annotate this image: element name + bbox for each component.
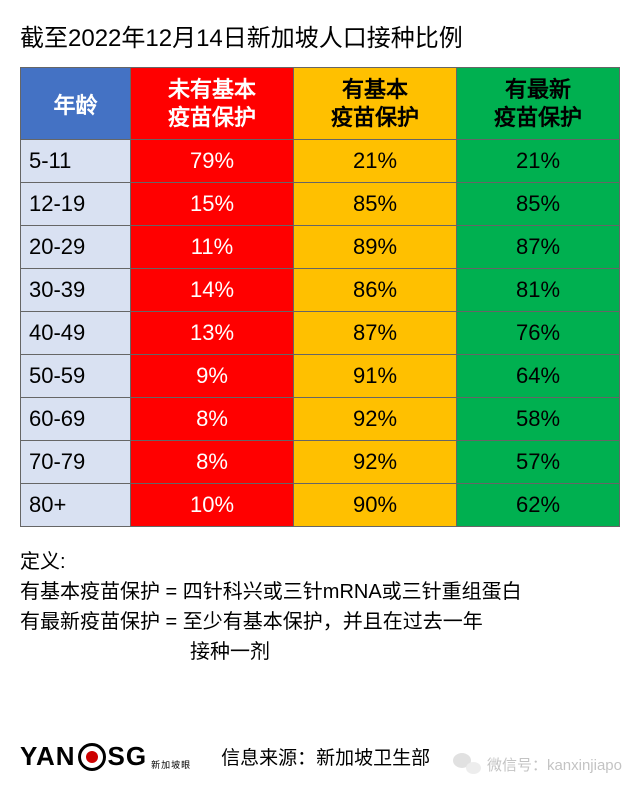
age-cell: 40-49 <box>21 312 131 355</box>
header-age: 年龄 <box>21 68 131 140</box>
age-cell: 20-29 <box>21 226 131 269</box>
header-latest-l2: 疫苗保护 <box>494 105 582 130</box>
logo-sub: 新加坡眼 <box>151 758 191 771</box>
basic-cell: 92% <box>294 441 457 484</box>
age-cell: 80+ <box>21 484 131 527</box>
latest-cell: 57% <box>457 441 620 484</box>
logo-part2: SG <box>108 741 148 772</box>
none-cell: 13% <box>131 312 294 355</box>
header-latest: 有最新 疫苗保护 <box>457 68 620 140</box>
header-basic-l1: 有基本 <box>342 77 408 102</box>
basic-cell: 21% <box>294 140 457 183</box>
basic-cell: 89% <box>294 226 457 269</box>
header-row: 年龄 未有基本 疫苗保护 有基本 疫苗保护 有最新 疫苗保护 <box>21 68 620 140</box>
age-cell: 60-69 <box>21 398 131 441</box>
vaccination-table: 年龄 未有基本 疫苗保护 有基本 疫苗保护 有最新 疫苗保护 5-1179%21… <box>20 67 620 527</box>
basic-cell: 85% <box>294 183 457 226</box>
basic-cell: 92% <box>294 398 457 441</box>
def-label: 定义: <box>20 547 620 577</box>
latest-cell: 64% <box>457 355 620 398</box>
page-title: 截至2022年12月14日新加坡人口接种比例 <box>20 18 620 53</box>
table-row: 60-698%92%58% <box>21 398 620 441</box>
age-cell: 5-11 <box>21 140 131 183</box>
header-basic: 有基本 疫苗保护 <box>294 68 457 140</box>
header-latest-l1: 有最新 <box>505 77 571 102</box>
basic-cell: 90% <box>294 484 457 527</box>
age-cell: 30-39 <box>21 269 131 312</box>
table-row: 30-3914%86%81% <box>21 269 620 312</box>
table-row: 70-798%92%57% <box>21 441 620 484</box>
header-none-l2: 疫苗保护 <box>168 105 256 130</box>
def-line2b: 接种一剂 <box>20 637 620 667</box>
none-cell: 8% <box>131 441 294 484</box>
none-cell: 15% <box>131 183 294 226</box>
table-row: 5-1179%21%21% <box>21 140 620 183</box>
logo-part1: YAN <box>20 741 76 772</box>
header-none: 未有基本 疫苗保护 <box>131 68 294 140</box>
latest-cell: 81% <box>457 269 620 312</box>
table-row: 40-4913%87%76% <box>21 312 620 355</box>
watermark: 微信号：kanxinjiapo <box>453 752 622 776</box>
none-cell: 79% <box>131 140 294 183</box>
header-basic-l2: 疫苗保护 <box>331 105 419 130</box>
latest-cell: 21% <box>457 140 620 183</box>
eye-icon <box>78 743 106 771</box>
none-cell: 8% <box>131 398 294 441</box>
watermark-text: 微信号：kanxinjiapo <box>487 754 622 775</box>
basic-cell: 91% <box>294 355 457 398</box>
logo: YAN SG 新加坡眼 <box>20 741 191 772</box>
latest-cell: 87% <box>457 226 620 269</box>
none-cell: 11% <box>131 226 294 269</box>
latest-cell: 85% <box>457 183 620 226</box>
none-cell: 14% <box>131 269 294 312</box>
basic-cell: 87% <box>294 312 457 355</box>
table-row: 20-2911%89%87% <box>21 226 620 269</box>
wechat-icon <box>453 752 481 776</box>
age-cell: 50-59 <box>21 355 131 398</box>
table-row: 50-599%91%64% <box>21 355 620 398</box>
age-cell: 70-79 <box>21 441 131 484</box>
def-line2a: 有最新疫苗保护 = 至少有基本保护，并且在过去一年 <box>20 607 620 637</box>
latest-cell: 58% <box>457 398 620 441</box>
source-text: 信息来源：新加坡卫生部 <box>221 743 430 770</box>
none-cell: 9% <box>131 355 294 398</box>
age-cell: 12-19 <box>21 183 131 226</box>
table-row: 80+10%90%62% <box>21 484 620 527</box>
latest-cell: 62% <box>457 484 620 527</box>
header-none-l1: 未有基本 <box>168 77 256 102</box>
basic-cell: 86% <box>294 269 457 312</box>
none-cell: 10% <box>131 484 294 527</box>
definitions: 定义: 有基本疫苗保护 = 四针科兴或三针mRNA或三针重组蛋白 有最新疫苗保护… <box>20 547 620 667</box>
def-line1: 有基本疫苗保护 = 四针科兴或三针mRNA或三针重组蛋白 <box>20 577 620 607</box>
latest-cell: 76% <box>457 312 620 355</box>
table-row: 12-1915%85%85% <box>21 183 620 226</box>
